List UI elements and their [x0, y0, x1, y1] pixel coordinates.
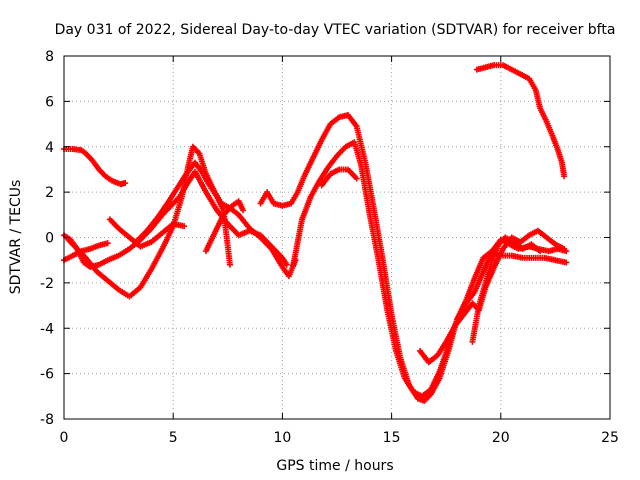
data-point — [122, 180, 129, 187]
series-arc-6 — [133, 159, 233, 268]
series-arc-7 — [202, 198, 247, 255]
data-point — [563, 259, 570, 266]
series-arc-13 — [473, 62, 568, 180]
data-point — [104, 240, 111, 247]
x-tick-label: 20 — [492, 430, 510, 446]
gridlines — [64, 56, 610, 419]
series-arc-4 — [65, 143, 299, 300]
chart-title: Day 031 of 2022, Sidereal Day-to-day VTE… — [55, 22, 616, 38]
y-axis-label: SDTVAR / TECUs — [8, 180, 24, 295]
series-arc-1 — [61, 146, 129, 188]
y-tick-label: -6 — [40, 367, 54, 383]
data-point — [181, 223, 188, 230]
y-tick-label: -8 — [40, 412, 54, 428]
x-tick-label: 15 — [383, 430, 401, 446]
y-tick-label: -2 — [40, 276, 54, 292]
data-point — [283, 261, 290, 268]
x-axis-label: GPS time / hours — [276, 458, 393, 474]
y-tick-label: 2 — [45, 185, 54, 201]
y-tick-label: 6 — [45, 94, 54, 110]
x-tick-label: 5 — [169, 430, 178, 446]
data-marks — [61, 62, 570, 404]
data-point — [561, 173, 568, 180]
data-point — [226, 261, 233, 268]
y-tick-label: 0 — [45, 231, 54, 247]
y-tick-label: 4 — [45, 140, 54, 156]
series-arc-12 — [469, 234, 544, 345]
x-tick-label: 0 — [60, 430, 69, 446]
axis-ticks: 0 5 10 15 20 25 -8 -6 -4 -2 0 2 4 6 8 — [40, 49, 619, 446]
data-point — [353, 175, 360, 182]
x-tick-label: 10 — [273, 430, 291, 446]
data-point — [537, 248, 544, 255]
series-arc-10 — [318, 166, 360, 189]
data-point — [561, 245, 568, 252]
x-tick-label: 25 — [601, 430, 619, 446]
y-tick-label: -4 — [40, 321, 54, 337]
y-tick-label: 8 — [45, 49, 54, 65]
series-arc-9 — [290, 139, 570, 400]
data-point — [240, 207, 247, 214]
